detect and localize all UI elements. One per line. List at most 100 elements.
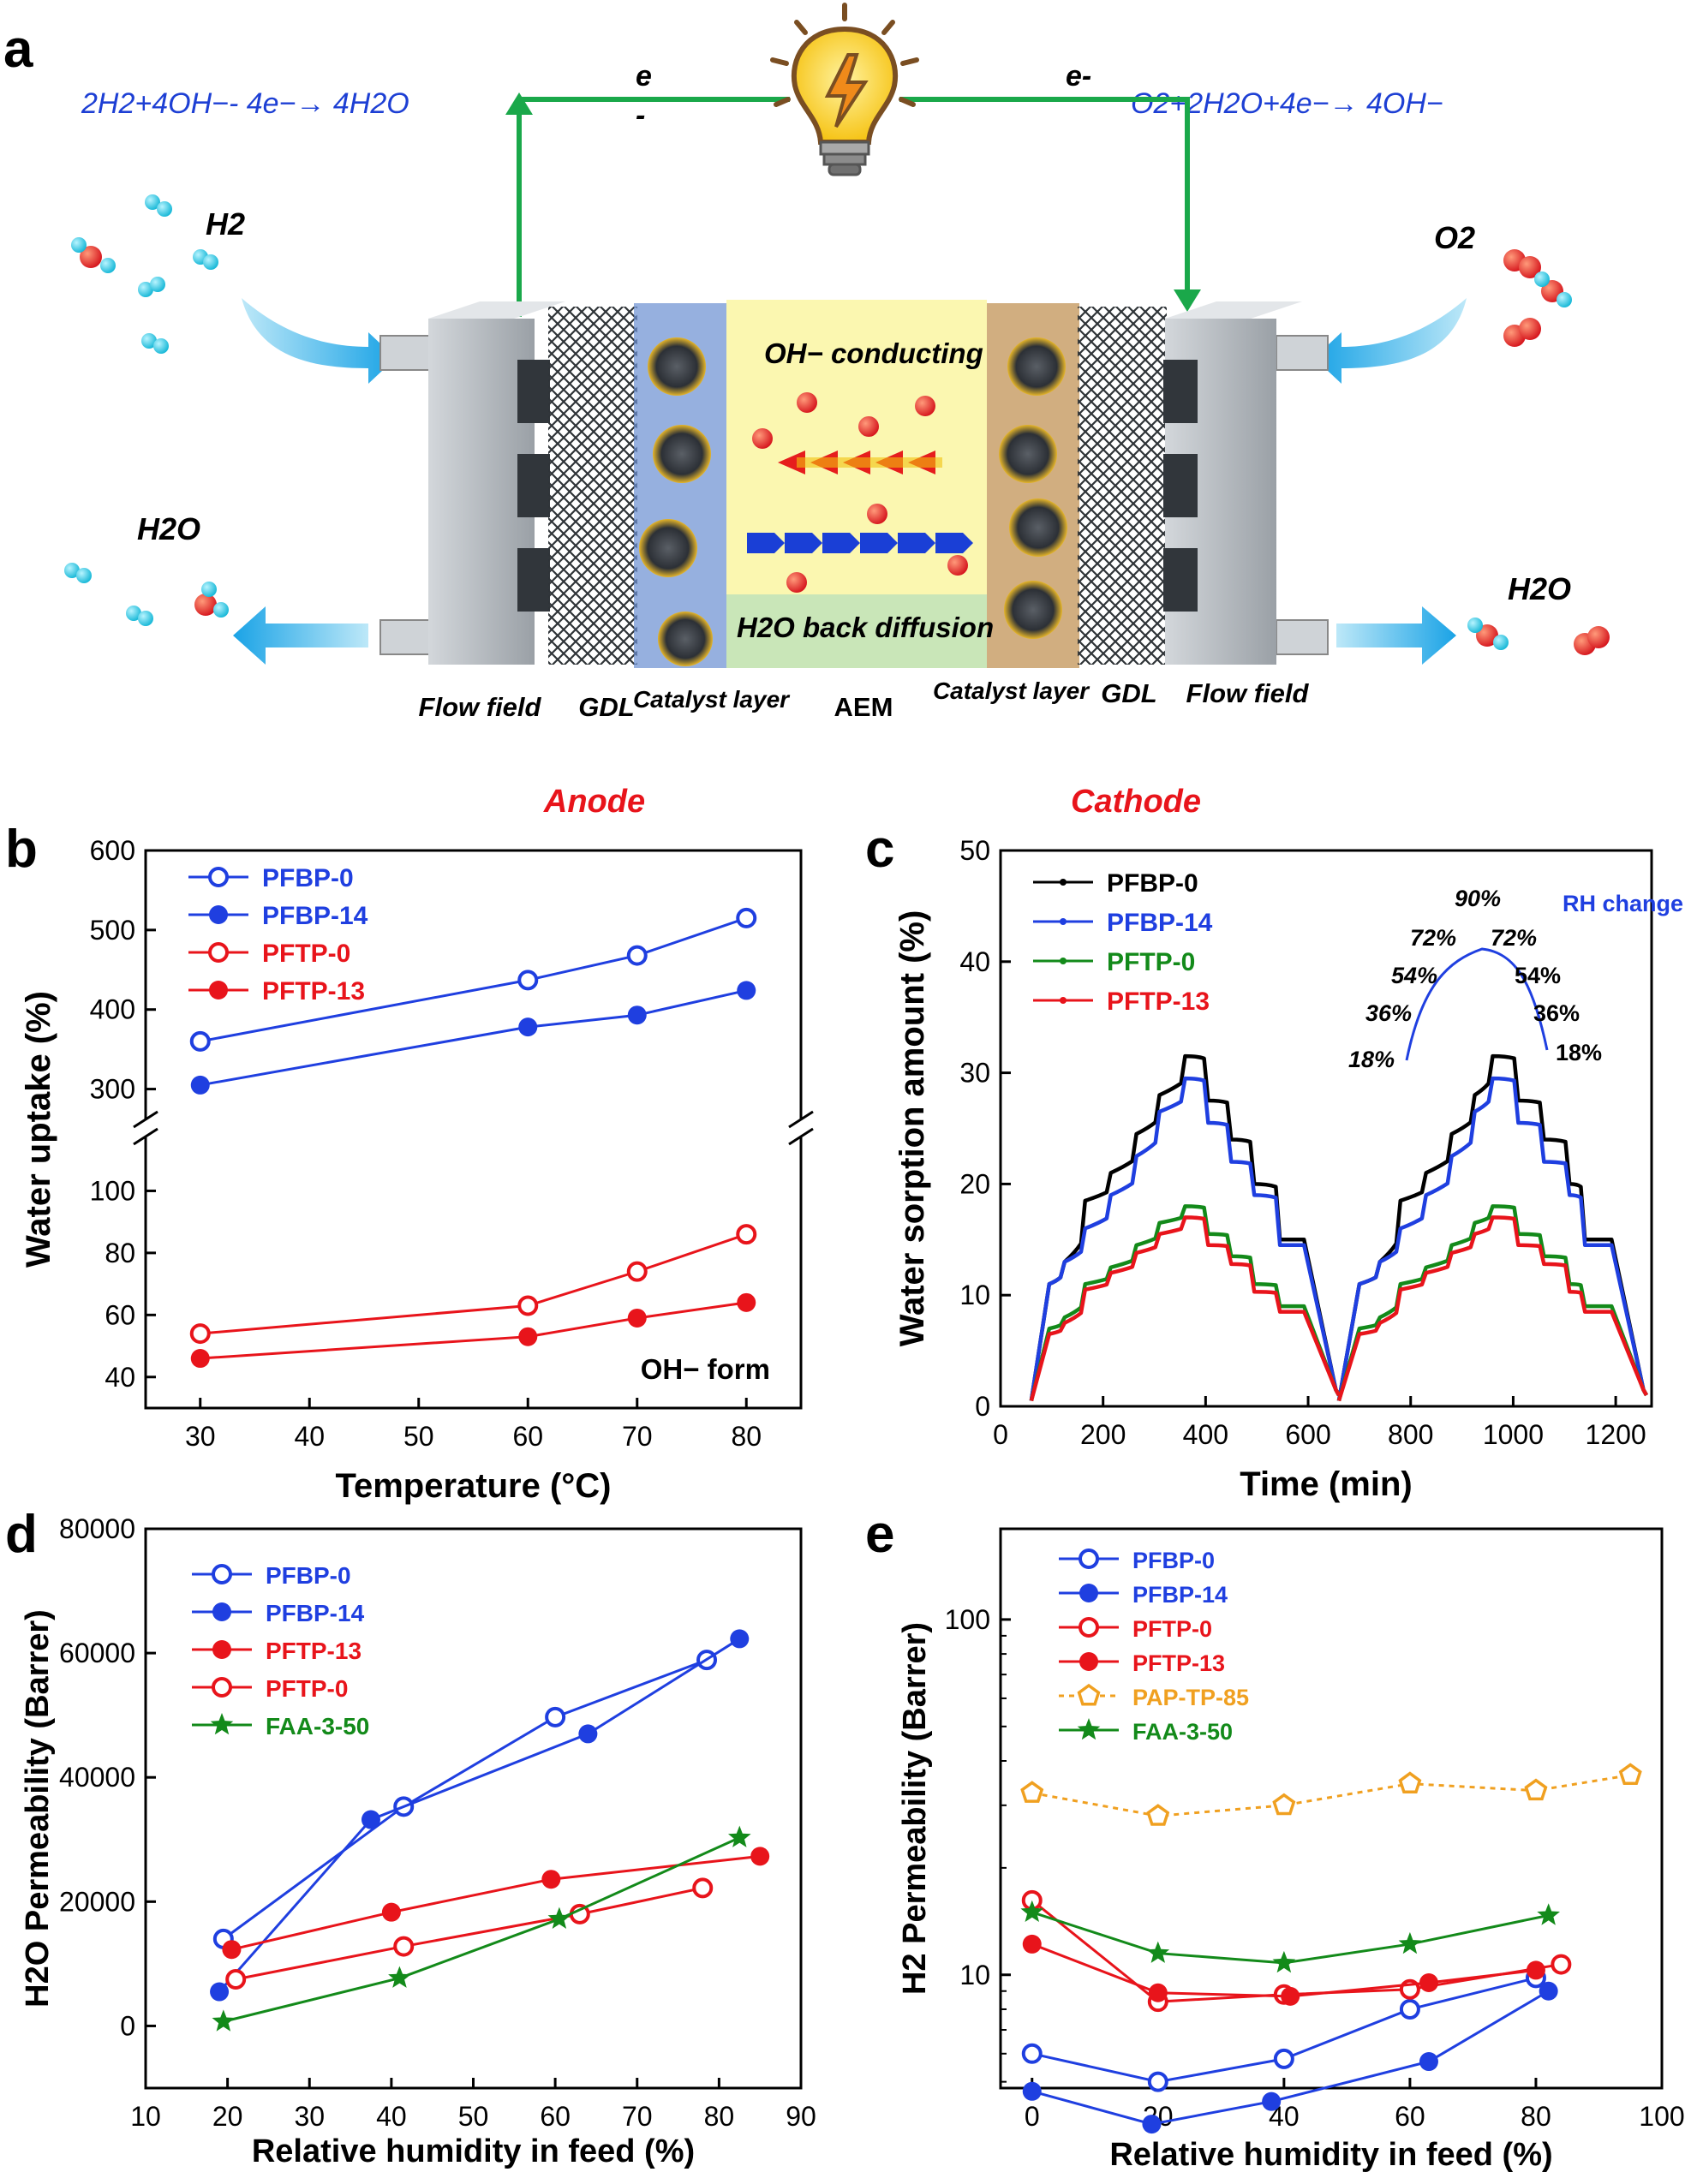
data-point-PFTP-0 xyxy=(517,1295,539,1316)
legend-marker xyxy=(1060,958,1067,964)
data-point-PFBP-14 xyxy=(518,1017,538,1037)
data-point-PAP-TP-85 xyxy=(1524,1778,1548,1801)
rh-label: 54% xyxy=(1515,963,1561,988)
y-tick-label: 100 xyxy=(945,1604,990,1635)
data-point-PFTP-13 xyxy=(1148,1983,1168,2002)
axis-break-mask xyxy=(789,1120,813,1137)
x-tick-label: 200 xyxy=(1080,1419,1126,1450)
data-point-PFBP-0 xyxy=(626,945,648,966)
data-point-PFBP-14 xyxy=(737,981,756,1000)
y-axis-title: H2O Permeability (Barrer) xyxy=(20,1609,56,2008)
data-point-PFTP-13 xyxy=(1419,1973,1438,1993)
panel-label-b: b xyxy=(5,820,38,879)
y-tick-label: 30 xyxy=(959,1058,990,1089)
legend-marker xyxy=(210,1713,234,1735)
data-point-PFBP-14 xyxy=(190,1075,210,1095)
x-tick-label: 60 xyxy=(1395,2101,1425,2132)
legend-marker xyxy=(209,981,228,1000)
catalyst-particles xyxy=(639,337,1067,666)
data-point-PAP-TP-85 xyxy=(1146,1804,1170,1826)
y-tick-label: 80000 xyxy=(59,1513,135,1544)
x-tick-label: 80 xyxy=(1521,2101,1551,2132)
data-point-PFBP-0 xyxy=(1399,1998,1420,2020)
series-line-PFBP-0 xyxy=(222,1658,708,1941)
rh-label: 54% xyxy=(1391,963,1437,988)
data-point-FAA-3-50 xyxy=(388,1966,411,1988)
anode-title: Anode xyxy=(543,784,645,820)
legend-label: PFBP-0 xyxy=(1107,869,1198,898)
axis-break-mark xyxy=(133,1110,158,1129)
data-point-PFBP-14 xyxy=(1419,2052,1438,2072)
data-point-PFBP-0 xyxy=(1147,2071,1168,2092)
y-tick-label: 100 xyxy=(90,1175,135,1206)
layer-label-gdl-right: GDL xyxy=(1101,678,1156,708)
data-point-PFBP-14 xyxy=(1262,2092,1282,2111)
axis-break-mark xyxy=(788,1127,814,1146)
data-point-PFTP-13 xyxy=(381,1902,401,1922)
legend-label: PFBP-0 xyxy=(262,864,354,892)
y-axis-title: Water uptake (%) xyxy=(20,991,57,1268)
data-point-PFTP-13 xyxy=(1281,1986,1300,2006)
data-point-FAA-3-50 xyxy=(547,1907,571,1929)
legend-marker xyxy=(1079,1584,1098,1602)
x-tick-label: 100 xyxy=(1639,2101,1684,2132)
legend-label: PFTP-13 xyxy=(1107,988,1210,1016)
h2o-outlet-label-left: H2O xyxy=(137,511,200,546)
x-axis-title: Temperature (°C) xyxy=(336,1467,612,1505)
oh-conducting-label: OH− conducting xyxy=(764,337,983,369)
y-tick-label: 0 xyxy=(975,1391,990,1422)
rh-label: 90% xyxy=(1455,886,1501,911)
legend-marker xyxy=(1060,879,1067,886)
x-axis-title: Relative humidity in feed (%) xyxy=(252,2133,695,2169)
data-point-FAA-3-50 xyxy=(1272,1950,1296,1973)
series-line-PFTP-0 xyxy=(200,1232,747,1335)
legend-marker xyxy=(1077,1683,1101,1706)
x-tick-label: 800 xyxy=(1388,1419,1433,1450)
panel-label-e: e xyxy=(865,1505,894,1564)
x-tick-label: 30 xyxy=(294,2101,325,2132)
data-point-PFBP-14 xyxy=(1142,2115,1162,2134)
legend-label: FAA-3-50 xyxy=(266,1713,369,1739)
legend-label: FAA-3-50 xyxy=(1132,1719,1233,1745)
y-tick-label: 80 xyxy=(105,1238,135,1268)
rh-label: 18% xyxy=(1348,1047,1395,1072)
y-tick-label: 40 xyxy=(105,1362,135,1393)
x-tick-label: 30 xyxy=(185,1421,216,1452)
panel-a-schematic: a 2H2+4OH−- 4e−→ 4H2O O2+2H2O+4e−→ 4OH− … xyxy=(3,3,1610,820)
legend-label: PFTP-0 xyxy=(1107,948,1195,976)
series-line-PFBP-14 xyxy=(1029,1076,1648,1401)
molecules-right xyxy=(1467,249,1610,655)
x-tick-label: 50 xyxy=(403,1421,434,1452)
data-point-PFBP-0 xyxy=(189,1030,211,1052)
h2o-outlet-label-right: H2O xyxy=(1508,571,1571,606)
legend-marker xyxy=(212,1677,232,1698)
aem-backdiffusion-zone xyxy=(726,594,987,668)
chart-c-water-sorption: 0 200 400 600 800 1000 1200 0 10 20 30 40 50 Time (mi… xyxy=(893,835,1683,1503)
circuit-wire-right xyxy=(899,97,1190,301)
y-axis-title: H2 Permeability (Barrer) xyxy=(897,1622,933,1995)
oh-flow-arrows xyxy=(778,451,942,474)
legend-label: PFTP-0 xyxy=(1132,1616,1212,1642)
oh-ions xyxy=(752,392,968,593)
y-axis-title: Water sorption amount (%) xyxy=(893,910,931,1347)
rh-label: 36% xyxy=(1365,1000,1412,1026)
layer-label-catalyst-right: Catalyst layer xyxy=(933,677,1090,704)
o2-inlet-arrow xyxy=(1314,298,1467,384)
y-tick-label: 40000 xyxy=(59,1762,135,1793)
data-point-PFBP-14 xyxy=(1022,2081,1042,2101)
axis-break-mask xyxy=(134,1120,158,1137)
legend-label: PFBP-14 xyxy=(262,902,368,930)
molecules-left xyxy=(64,194,229,626)
panel-label-d: d xyxy=(5,1505,38,1564)
legend-label: PFTP-0 xyxy=(262,940,350,968)
x-tick-label: 600 xyxy=(1285,1419,1330,1450)
data-point-PFTP-0 xyxy=(626,1261,648,1282)
legend-label: PFBP-14 xyxy=(1132,1582,1228,1608)
chart-d-h2o-permeability: 10 20 30 40 50 60 70 80 90 0 20000 40000 60000 80000 R… xyxy=(20,1513,816,2169)
series-line-PFTP-0 xyxy=(1029,1204,1648,1402)
h2-inlet-arrow xyxy=(242,298,396,384)
layer-label-gdl-left: GDL xyxy=(578,692,634,722)
series-line-PFTP-0 xyxy=(235,1886,703,1981)
cathode-gdl xyxy=(1078,307,1167,665)
